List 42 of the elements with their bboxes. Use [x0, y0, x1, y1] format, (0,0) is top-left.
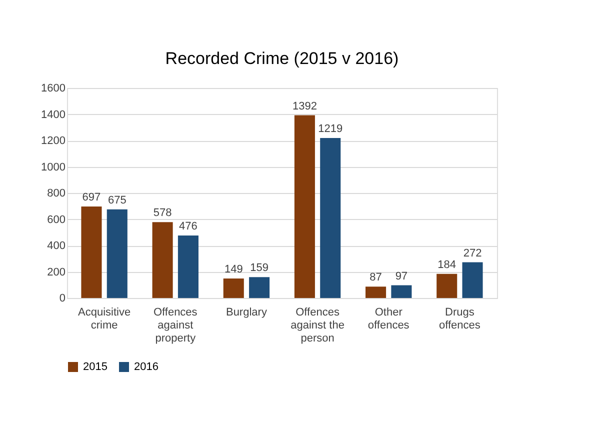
- bar: [152, 222, 173, 298]
- data-label: 476: [179, 220, 198, 233]
- legend-label: 2016: [134, 361, 158, 373]
- y-tick-label: 1000: [41, 161, 66, 174]
- bar: [106, 209, 128, 298]
- bar: [462, 262, 483, 298]
- bar: [366, 286, 386, 298]
- y-tick-label: 200: [47, 266, 66, 278]
- x-tick-label: Offences against property: [153, 306, 198, 344]
- data-label: 675: [108, 194, 126, 206]
- y-tick-label: 400: [47, 240, 66, 252]
- y-tick-label: 600: [47, 214, 66, 226]
- y-tick-label: 1400: [41, 108, 66, 121]
- x-tick-label: Acquisitive crime: [78, 306, 131, 332]
- data-label: 1392: [292, 100, 317, 112]
- x-tick-label: Other offences: [368, 306, 410, 332]
- data-label: 1219: [318, 123, 343, 136]
- y-tick-label: 1200: [41, 135, 66, 147]
- x-tick-label: Burglary: [226, 306, 268, 318]
- chart-title: Recorded Crime (2015 v 2016): [165, 49, 399, 68]
- data-label: 97: [395, 270, 408, 282]
- data-label: 159: [250, 262, 268, 274]
- x-tick-label: Drugs offences: [438, 306, 481, 332]
- data-label: 578: [153, 207, 172, 220]
- data-label: 149: [224, 263, 243, 276]
- bar: [178, 236, 198, 298]
- bar: [81, 206, 102, 298]
- y-tick-label: 1600: [41, 82, 66, 94]
- bar: [436, 274, 458, 298]
- y-tick-label: 800: [47, 188, 66, 200]
- data-label: 697: [82, 192, 101, 204]
- x-tick-label: Offences against the person: [290, 306, 344, 344]
- bar: [249, 277, 270, 298]
- data-label: 184: [438, 258, 456, 271]
- data-label: 87: [370, 272, 382, 284]
- y-tick-label: 0: [59, 292, 66, 304]
- bar: [223, 278, 244, 298]
- data-label: 272: [463, 247, 482, 260]
- bar: [391, 285, 412, 298]
- bar: [294, 115, 315, 298]
- bar: [320, 138, 341, 298]
- legend-label: 2015: [83, 361, 108, 373]
